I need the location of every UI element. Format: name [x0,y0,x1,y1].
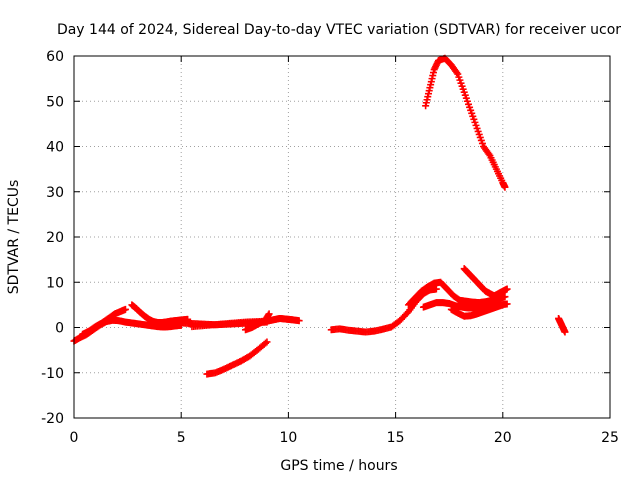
series-track-f [242,310,273,334]
axis-ticks [73,55,611,419]
x-tick-label: 25 [601,430,619,446]
y-tick-label: 60 [46,49,64,65]
series-track-k [447,301,507,320]
data-point [453,69,461,77]
grid-lines [74,56,610,418]
data-point [263,338,271,346]
y-tick-label: -20 [41,411,64,427]
y-axis-label: SDTVAR / TECUs [6,180,22,295]
y-tick-label: 20 [46,230,64,246]
data-point [499,301,507,309]
series-track-b [79,305,129,338]
data-point [485,150,493,158]
y-tick-label: 30 [46,185,64,201]
x-tick-label: 0 [70,430,79,446]
data-point [295,317,303,325]
tick-labels: 0 5 10 15 20 25 -20 -10 0 10 20 30 40 50 60 [41,49,619,446]
x-tick-label: 5 [177,430,186,446]
data-point [121,305,129,313]
y-tick-label: 50 [46,94,64,110]
x-tick-label: 10 [279,430,297,446]
y-tick-label: 0 [55,321,64,337]
data-point [501,183,509,191]
x-tick-label: 15 [387,430,405,446]
series-track-l [460,265,511,300]
chart-title: Day 144 of 2024, Sidereal Day-to-day VTE… [57,22,621,38]
data-point [432,285,440,293]
series-track-a [70,316,185,345]
series-track-n [555,314,569,336]
y-tick-label: -10 [41,366,64,382]
data-series [70,54,569,378]
series-track-g [203,338,271,378]
data-point [265,310,273,318]
data-point [501,293,509,301]
data-point [503,300,511,308]
data-point [262,339,270,347]
x-tick-label: 20 [494,430,512,446]
data-point [561,328,569,336]
y-tick-label: 40 [46,140,64,156]
series-track-m [422,54,509,191]
series-track-c [128,301,192,327]
y-tick-label: 10 [46,275,64,291]
data-point [503,285,511,293]
x-axis-label: GPS time / hours [280,458,397,474]
